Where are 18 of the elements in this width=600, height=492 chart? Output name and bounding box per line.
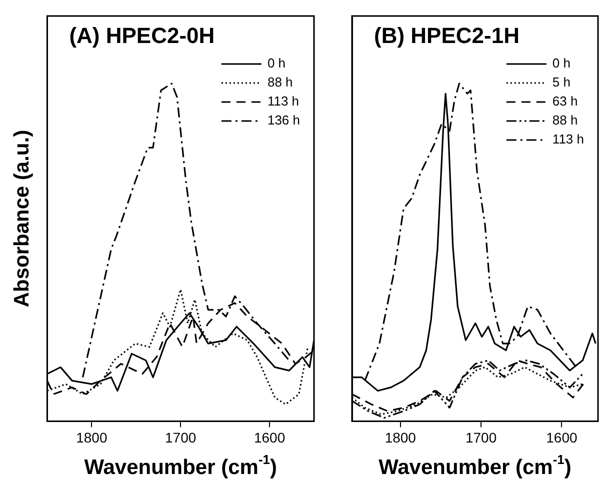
y-axis-title: Absorbance (a.u.) <box>10 130 34 308</box>
legend-label: 113 h <box>267 94 300 109</box>
legend-label: 88 h <box>267 74 293 90</box>
x-tick-label: 1800 <box>76 429 108 446</box>
legend-label: 0 h <box>267 56 286 71</box>
x-tick-label: 1600 <box>254 429 286 446</box>
x-tick-label: 1800 <box>384 429 416 446</box>
legend-label: 88 h <box>552 112 578 128</box>
legend-label: 113 h <box>552 132 584 147</box>
legend-label: 136 h <box>267 112 300 128</box>
legend-label: 5 h <box>552 74 571 90</box>
legend-label: 63 h <box>552 94 578 109</box>
chart-title: (A) HPEC2-0H <box>69 23 215 48</box>
x-tick-label: 1700 <box>165 429 196 446</box>
chart-title: (B) HPEC2-1H <box>374 23 520 48</box>
x-tick-label: 1700 <box>465 429 497 446</box>
x-tick-label: 1600 <box>546 429 578 446</box>
legend-label: 0 h <box>552 56 571 71</box>
